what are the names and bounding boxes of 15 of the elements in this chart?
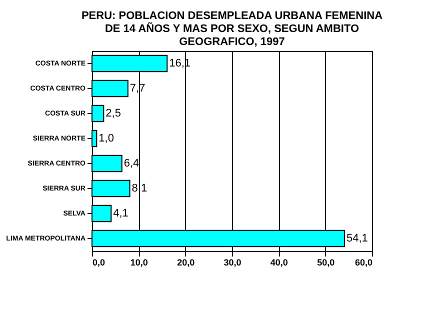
data-label: 4,1 xyxy=(113,208,128,220)
x-tick-label: 0,0 xyxy=(92,258,106,268)
x-tick-label: 50,0 xyxy=(317,258,335,268)
x-tick-label: 60,0 xyxy=(354,258,372,268)
x-tick-label: 40,0 xyxy=(270,258,288,268)
data-label: 2,5 xyxy=(106,108,121,120)
x-tick-label: 30,0 xyxy=(224,258,242,268)
text: DE 14 AÑOS Y MAS POR SEXO, SEGUN AMBITO xyxy=(104,23,360,35)
data-label: 54,1 xyxy=(346,232,368,244)
data-label: 6,4 xyxy=(124,158,140,170)
data-label: 1,0 xyxy=(98,132,114,144)
text: GEOGRAFICO, 1997 xyxy=(179,36,285,48)
x-tick-label: 20,0 xyxy=(177,258,195,268)
text: PERU: POBLACION DESEMPLEADA URBANA FEMENINA xyxy=(81,10,383,22)
x-tick-label: 10,0 xyxy=(130,258,148,268)
